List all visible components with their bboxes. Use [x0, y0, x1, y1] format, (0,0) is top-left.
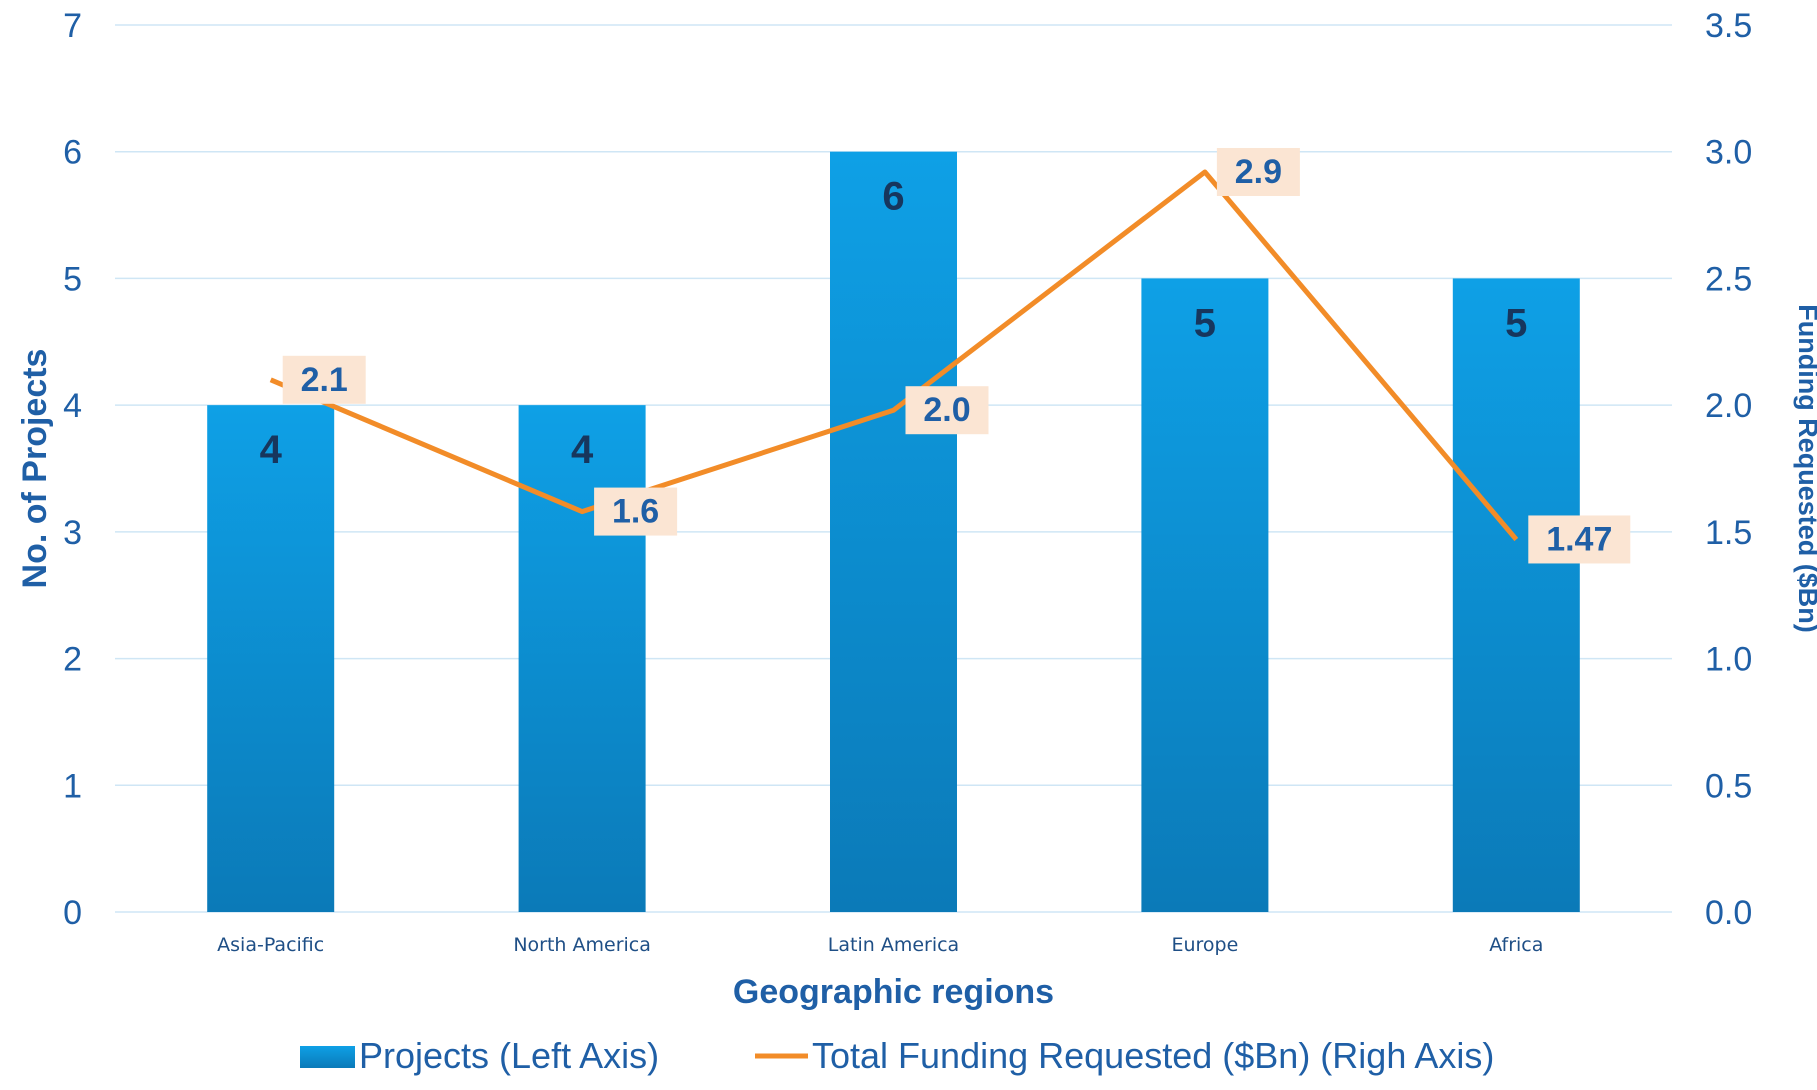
y-tick-label-left: 4 [63, 387, 82, 425]
y-tick-label-left: 7 [63, 7, 82, 45]
bar-value-label: 5 [1194, 301, 1216, 345]
line-value-label: 2.1 [301, 361, 348, 399]
legend-label-funding: Total Funding Requested ($Bn) (Righ Axis… [812, 1035, 1494, 1076]
bar [830, 151, 957, 912]
line-value-label-box [1528, 515, 1631, 564]
y-tick-label-left: 3 [63, 514, 82, 552]
bar-value-label: 6 [882, 175, 904, 219]
y-tick-label-left: 0 [63, 894, 82, 932]
line-value-label-box [1216, 147, 1300, 196]
data-labels: 4 4 6 5 5 2.1 1.6 2.0 2.9 1.47 [260, 147, 1631, 564]
bar-value-label: 4 [260, 428, 283, 472]
y-tick-label-right: 3.0 [1705, 134, 1752, 172]
y-axis-title-right: Funding Requested ($Bn) [1793, 304, 1817, 632]
line-value-label-box [282, 355, 366, 404]
y-tick-label-left: 2 [63, 641, 82, 679]
axes: 0 1 2 3 4 5 6 7 0.0 0.5 1.0 1.5 2.0 2.5 3.0 3.5 Asia-Pac… [16, 7, 1817, 1011]
y-tick-label-right: 0.5 [1705, 767, 1752, 805]
line-value-label: 1.47 [1546, 520, 1612, 558]
line-value-label: 2.0 [923, 391, 970, 429]
legend-swatch-projects [300, 1046, 355, 1068]
y-tick-label-left: 5 [63, 260, 82, 298]
x-tick-label: Africa [1489, 934, 1543, 956]
legend: Projects (Left Axis) Total Funding Reques… [300, 1035, 1494, 1076]
x-axis-title: Geographic regions [733, 973, 1054, 1011]
line-value-label-box [594, 487, 678, 536]
line-value-label: 1.6 [612, 493, 659, 531]
line-value-label: 2.9 [1235, 153, 1282, 191]
y-tick-label-right: 3.5 [1705, 7, 1752, 45]
bar-value-label: 5 [1505, 301, 1527, 345]
x-tick-label: Latin America [828, 934, 959, 956]
y-tick-label-right: 2.5 [1705, 260, 1752, 298]
bar [1141, 278, 1269, 912]
y-tick-label-left: 6 [63, 134, 82, 172]
bar [518, 405, 646, 912]
legend-label-projects: Projects (Left Axis) [359, 1035, 659, 1076]
funding-line-layer [269, 169, 1519, 542]
y-axis-title-left: No. of Projects [16, 349, 54, 589]
bar [207, 405, 335, 912]
y-tick-label-right: 0.0 [1705, 894, 1752, 932]
bar-value-label: 4 [571, 428, 594, 472]
y-tick-label-right: 1.0 [1705, 641, 1752, 679]
line-value-label-box [905, 386, 989, 435]
bars [207, 151, 1580, 912]
x-tick-label: Asia-Pacific [217, 934, 324, 956]
y-tick-label-right: 1.5 [1705, 514, 1752, 552]
bar [1452, 278, 1580, 912]
y-tick-label-left: 1 [63, 767, 82, 805]
y-tick-label-right: 2.0 [1705, 387, 1752, 425]
x-tick-label: North America [513, 934, 651, 956]
x-tick-label: Europe [1171, 934, 1238, 956]
